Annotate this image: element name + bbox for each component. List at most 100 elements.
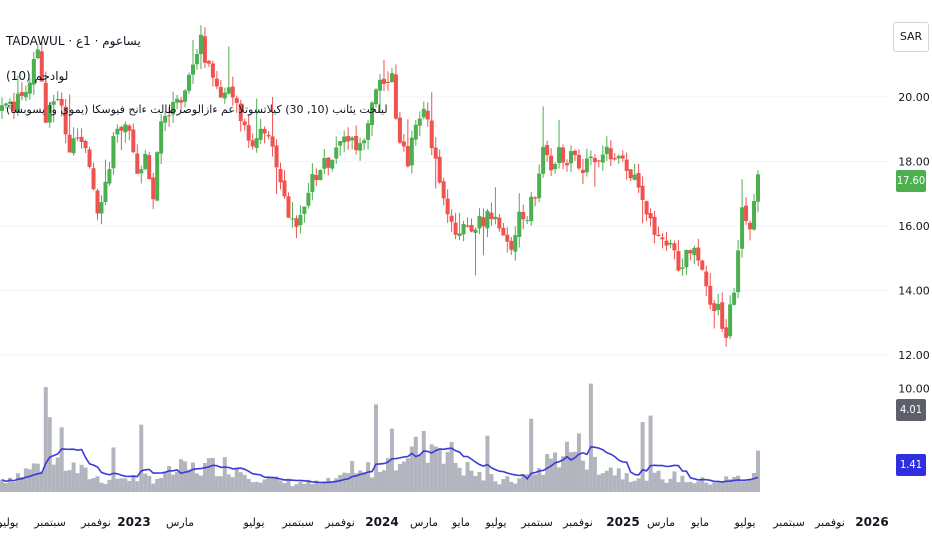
volume-bar xyxy=(568,452,573,492)
currency-label[interactable]: SAR xyxy=(893,22,929,52)
candle-body xyxy=(115,128,120,135)
volume-bar xyxy=(397,463,402,492)
volume-bar xyxy=(457,467,462,492)
volume-bar xyxy=(190,462,195,492)
candle-body xyxy=(441,181,446,199)
volume-bar xyxy=(525,474,530,492)
time-tick-label: سبتمبر xyxy=(281,516,314,529)
time-tick-label: نوفمبر xyxy=(562,516,593,529)
candle-body xyxy=(230,86,235,98)
volume-bar xyxy=(616,468,621,492)
volume-bar xyxy=(374,404,379,492)
candle-body xyxy=(3,103,8,106)
candle-body xyxy=(433,147,438,159)
volume-bar xyxy=(644,480,649,492)
candle-body xyxy=(27,82,32,94)
volume-bar xyxy=(449,441,454,492)
volume-bar xyxy=(565,441,570,492)
candle-body xyxy=(194,53,199,65)
volume-bar xyxy=(756,450,760,492)
volume-bar xyxy=(139,424,144,492)
volume-bar xyxy=(469,470,474,492)
candle-body xyxy=(604,146,609,155)
volume-bar xyxy=(393,470,398,492)
candle-body xyxy=(103,181,108,203)
volume-bar xyxy=(187,469,192,492)
volume-bar xyxy=(720,481,725,492)
volume-bar xyxy=(238,472,243,492)
candle-body xyxy=(202,36,207,63)
volume-bar xyxy=(282,483,287,492)
candle-body xyxy=(270,136,275,147)
candle-body xyxy=(592,157,597,163)
candle-body xyxy=(151,177,156,200)
candle-body xyxy=(588,156,593,159)
volume-bar xyxy=(401,461,406,492)
candle-body xyxy=(664,240,669,246)
candle-body xyxy=(71,138,76,154)
candle-body xyxy=(712,303,717,312)
candle-body xyxy=(286,196,291,218)
volume-bar xyxy=(302,483,307,492)
volume-bar xyxy=(708,484,713,492)
candle-body xyxy=(274,145,279,168)
candle-body xyxy=(756,174,760,202)
volume-bar xyxy=(254,481,259,492)
candle-body xyxy=(210,63,215,78)
volume-bar xyxy=(298,481,303,492)
volume-bar xyxy=(429,444,434,492)
volume-bar xyxy=(115,478,120,492)
volume-bar xyxy=(521,474,526,492)
candle-body xyxy=(728,304,733,337)
candle-body xyxy=(740,207,745,249)
volume-bar xyxy=(334,478,339,492)
candle-body xyxy=(83,140,88,149)
price-tick-label: 14.00 xyxy=(898,285,930,298)
volume-bar xyxy=(557,467,562,492)
candle-body xyxy=(413,124,418,140)
volume-bar xyxy=(147,475,152,492)
volume-bar xyxy=(584,469,589,492)
candle-body xyxy=(628,169,633,179)
candle-body xyxy=(67,134,72,153)
candle-body xyxy=(167,115,172,117)
volume-bar xyxy=(326,477,331,492)
candle-body xyxy=(107,169,112,184)
candle-body xyxy=(620,155,625,159)
candle-body xyxy=(15,93,20,113)
candle-body xyxy=(668,243,673,245)
volume-bar xyxy=(59,427,64,492)
candle-body xyxy=(91,168,96,190)
candle-body xyxy=(302,206,307,214)
volume-bar xyxy=(0,479,4,492)
candle-body xyxy=(672,243,677,251)
volume-bar xyxy=(99,482,104,492)
volume-bar xyxy=(274,476,279,492)
volume-bar xyxy=(91,478,96,492)
candle-body xyxy=(576,154,581,169)
volume-bar xyxy=(330,482,335,492)
time-tick-label: يوليو xyxy=(733,516,755,529)
candle-body xyxy=(322,158,327,169)
volume-bar xyxy=(664,482,669,492)
candle-body xyxy=(501,227,506,236)
volume-bar xyxy=(608,467,613,492)
time-tick-label: 2023 xyxy=(117,515,150,529)
volume-bar xyxy=(47,417,52,492)
candle-body xyxy=(465,225,470,227)
candle-body xyxy=(175,98,180,103)
candle-body xyxy=(469,224,474,232)
volume-bar xyxy=(652,472,657,492)
price-tick-label: 20.00 xyxy=(898,91,930,104)
volume-bar xyxy=(712,482,717,492)
candle-body xyxy=(521,211,526,220)
volume-bar xyxy=(19,477,24,492)
volume-bar xyxy=(588,383,593,492)
candle-body xyxy=(298,214,303,226)
volume-bar xyxy=(151,483,156,492)
candle-body xyxy=(254,138,259,148)
volume-bar xyxy=(433,446,438,492)
candle-body xyxy=(724,327,729,338)
candle-body xyxy=(282,180,287,197)
